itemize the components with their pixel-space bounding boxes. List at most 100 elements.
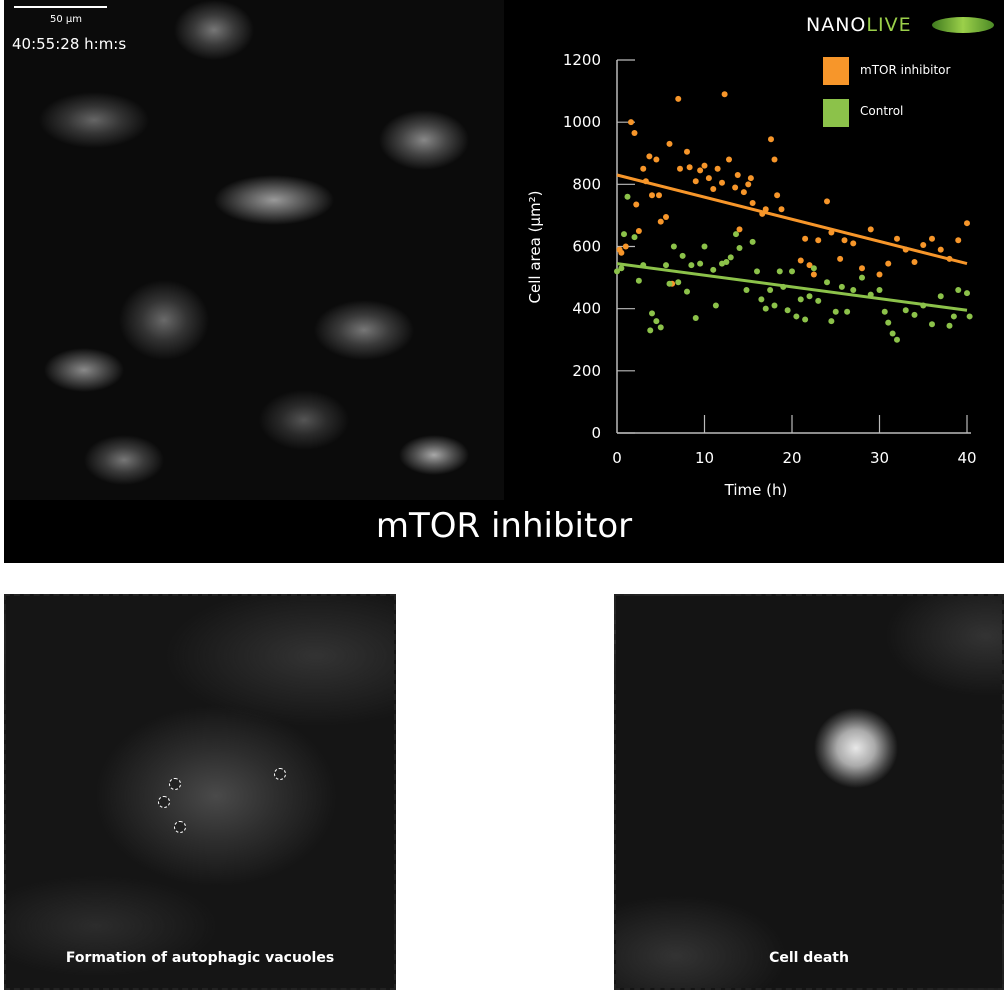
data-point-control	[679, 252, 686, 259]
scale-label: 50 µm	[50, 14, 83, 25]
data-point-control	[902, 307, 909, 314]
data-point-control	[824, 279, 830, 286]
vacuole-marker	[174, 821, 186, 833]
y-tick-label: 600	[572, 238, 601, 256]
data-point-control	[832, 308, 839, 315]
data-point-control	[784, 307, 791, 314]
data-point-mtor	[697, 167, 704, 174]
data-point-mtor	[955, 237, 962, 244]
x-tick-label: 40	[957, 449, 976, 467]
data-point-mtor	[911, 259, 918, 266]
data-point-control	[733, 231, 739, 238]
vacuole-marker	[158, 796, 170, 808]
data-point-mtor	[628, 119, 634, 126]
data-point-mtor	[705, 175, 712, 182]
data-point-control	[663, 262, 669, 269]
data-point-mtor	[797, 257, 804, 264]
data-point-mtor	[732, 184, 739, 191]
data-point-mtor	[666, 140, 673, 147]
data-point-control	[727, 254, 734, 261]
data-point-mtor	[841, 237, 848, 244]
data-point-control	[950, 313, 957, 320]
data-point-control	[894, 336, 900, 343]
data-point-mtor	[929, 235, 935, 242]
data-point-mtor	[710, 185, 717, 192]
data-point-control	[838, 283, 845, 290]
y-tick-label: 200	[572, 362, 601, 380]
vacuole-marker	[169, 778, 181, 790]
data-point-mtor	[653, 156, 660, 163]
data-point-mtor	[876, 271, 883, 278]
data-point-mtor	[656, 192, 662, 199]
y-tick-label: 0	[591, 424, 601, 442]
data-point-control	[797, 296, 804, 303]
trend-line-mtor	[616, 173, 968, 266]
data-point-mtor	[885, 260, 892, 267]
data-point-control	[793, 313, 800, 320]
data-point-control	[670, 243, 677, 250]
data-point-control	[692, 314, 699, 321]
data-point-control	[966, 313, 973, 320]
data-point-mtor	[768, 136, 774, 143]
data-point-mtor	[837, 255, 844, 262]
data-point-control	[946, 322, 953, 329]
legend-swatch-control	[823, 99, 849, 127]
data-point-control	[776, 268, 783, 275]
legend-swatch-mtor	[823, 57, 849, 85]
inset-autophagic-vacuoles: Formation of autophagic vacuoles	[4, 594, 396, 990]
data-point-control	[635, 277, 642, 284]
data-point-control	[749, 238, 756, 245]
data-point-control	[647, 327, 654, 334]
y-tick-label: 1200	[563, 51, 601, 69]
data-point-control	[929, 321, 935, 328]
data-point-mtor	[701, 162, 708, 169]
data-point-mtor	[640, 165, 647, 172]
legend-label-control: Control	[860, 104, 904, 118]
data-point-mtor	[734, 172, 741, 179]
data-point-mtor	[894, 235, 900, 242]
data-point-mtor	[802, 235, 809, 242]
data-point-control	[697, 260, 704, 267]
data-point-mtor	[778, 206, 785, 213]
legend-label-mtor: mTOR inhibitor	[860, 63, 951, 77]
data-point-control	[859, 274, 865, 281]
data-point-control	[881, 308, 888, 315]
vacuole-marker	[274, 768, 286, 780]
data-point-mtor	[867, 226, 874, 233]
timestamp: 40:55:28 h:m:s	[12, 35, 127, 53]
data-point-control	[614, 268, 620, 275]
data-point-control	[762, 305, 769, 312]
data-point-mtor	[618, 249, 625, 256]
x-tick-label: 30	[870, 449, 889, 467]
y-tick-label: 800	[572, 175, 601, 193]
data-point-mtor	[663, 213, 669, 220]
logo-text-nano: NANO	[806, 14, 867, 36]
figure-title: mTOR inhibitor	[375, 506, 633, 546]
panel-caption: Formation of autophagic vacuoles	[65, 950, 335, 966]
data-point-control	[631, 234, 638, 241]
data-point-control	[701, 243, 708, 250]
y-tick-label: 1000	[563, 113, 601, 131]
data-point-control	[754, 268, 760, 275]
scale-bar	[14, 6, 107, 8]
data-point-mtor	[631, 130, 638, 137]
logo-swoosh-icon	[932, 17, 994, 33]
data-point-mtor	[719, 179, 725, 186]
data-point-mtor	[677, 165, 683, 172]
data-point-mtor	[726, 156, 732, 163]
inset-cell-death: Cell death	[614, 594, 1004, 990]
data-point-control	[618, 265, 625, 272]
data-point-mtor	[745, 181, 752, 188]
data-point-control	[675, 279, 682, 286]
data-point-mtor	[920, 241, 927, 248]
data-point-control	[828, 318, 835, 325]
data-point-control	[911, 311, 918, 318]
data-point-control	[789, 268, 795, 275]
x-tick-label: 0	[612, 449, 622, 467]
data-point-mtor	[622, 243, 629, 250]
y-axis-label: Cell area (µm²)	[526, 191, 544, 304]
x-tick-label: 20	[782, 449, 801, 467]
y-tick-label: 400	[572, 300, 601, 318]
data-point-mtor	[649, 192, 655, 199]
